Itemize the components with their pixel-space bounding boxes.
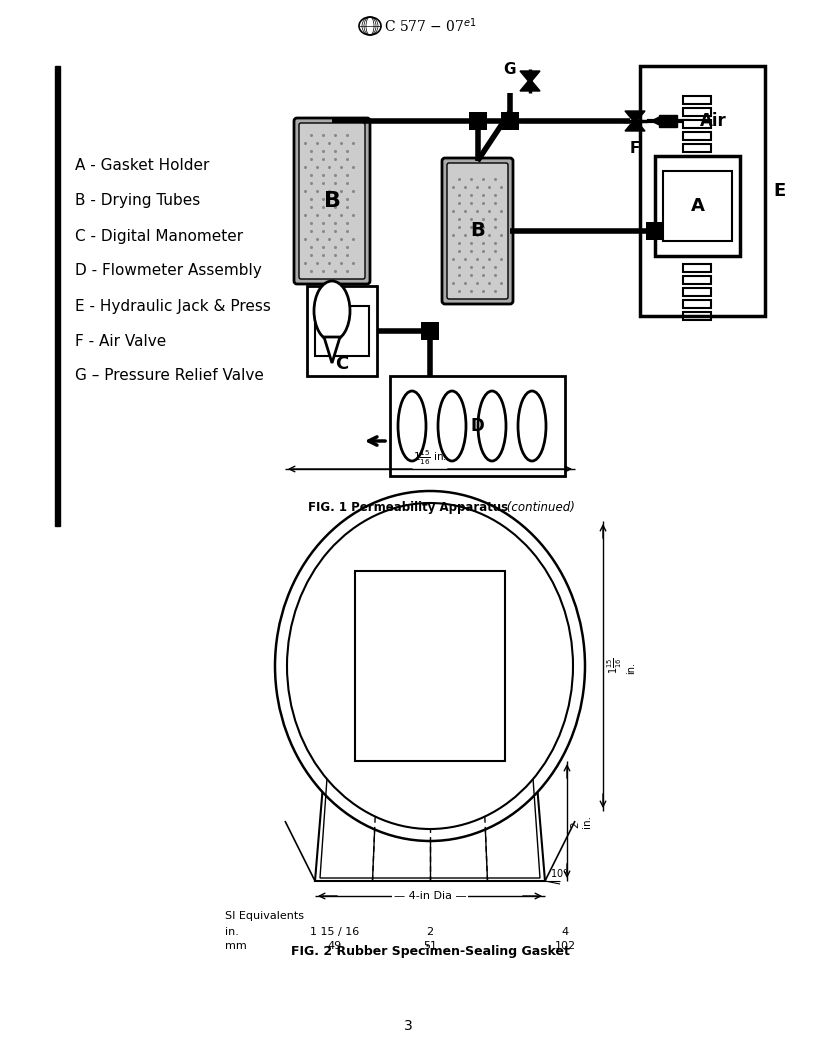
Text: $1\frac{15}{16}$ in.: $1\frac{15}{16}$ in. <box>413 449 447 467</box>
Text: C: C <box>335 355 348 373</box>
Text: in.: in. <box>225 927 239 937</box>
Bar <box>683 108 711 116</box>
Bar <box>663 171 732 241</box>
Text: $1\frac{15}{16}$
in.: $1\frac{15}{16}$ in. <box>606 658 636 675</box>
Bar <box>683 264 711 272</box>
FancyBboxPatch shape <box>294 118 370 284</box>
Ellipse shape <box>275 491 585 841</box>
Text: G – Pressure Relief Valve: G – Pressure Relief Valve <box>75 369 264 383</box>
Bar <box>683 276 711 284</box>
Text: G: G <box>503 61 517 76</box>
Bar <box>683 96 711 103</box>
Bar <box>683 144 711 152</box>
FancyBboxPatch shape <box>447 163 508 299</box>
Text: C - Digital Manometer: C - Digital Manometer <box>75 228 243 244</box>
Polygon shape <box>520 79 540 91</box>
Text: 49: 49 <box>328 941 342 951</box>
Bar <box>307 286 377 376</box>
Text: FIG. 1 Permeability Apparatus: FIG. 1 Permeability Apparatus <box>308 502 508 514</box>
Text: 1 15 / 16: 1 15 / 16 <box>310 927 360 937</box>
Text: Air: Air <box>700 112 727 130</box>
Bar <box>55 65 60 526</box>
Text: C 577 $-$ 07$^{e1}$: C 577 $-$ 07$^{e1}$ <box>384 17 477 35</box>
Bar <box>468 112 486 130</box>
Text: E: E <box>773 182 785 200</box>
Text: 4: 4 <box>561 927 569 937</box>
Text: 3: 3 <box>404 1019 412 1033</box>
Text: — 4-in Dia —: — 4-in Dia — <box>393 891 466 901</box>
Ellipse shape <box>359 17 381 35</box>
Bar <box>659 115 677 127</box>
Bar <box>355 571 505 761</box>
Bar <box>683 312 711 320</box>
Polygon shape <box>324 337 340 363</box>
Text: D - Flowmeter Assembly: D - Flowmeter Assembly <box>75 264 262 279</box>
Text: A - Gasket Holder: A - Gasket Holder <box>75 158 210 173</box>
Text: FIG. 2 Rubber Specimen-Sealing Gasket: FIG. 2 Rubber Specimen-Sealing Gasket <box>290 944 570 958</box>
Text: (continued): (continued) <box>503 502 575 514</box>
Bar <box>655 156 740 256</box>
Text: B: B <box>470 222 485 241</box>
Bar <box>683 120 711 128</box>
Bar <box>390 376 565 476</box>
FancyBboxPatch shape <box>299 122 365 279</box>
Bar <box>683 288 711 296</box>
Text: F - Air Valve: F - Air Valve <box>75 334 166 348</box>
Text: 2: 2 <box>427 927 433 937</box>
Text: B - Drying Tubes: B - Drying Tubes <box>75 193 200 208</box>
FancyBboxPatch shape <box>442 158 513 304</box>
Text: F: F <box>630 142 641 156</box>
Bar <box>501 112 519 130</box>
Ellipse shape <box>287 503 573 829</box>
Polygon shape <box>625 119 645 131</box>
Text: 51: 51 <box>423 941 437 951</box>
Polygon shape <box>315 761 545 881</box>
Polygon shape <box>625 111 645 122</box>
Text: E - Hydraulic Jack & Press: E - Hydraulic Jack & Press <box>75 299 271 314</box>
Text: B: B <box>323 191 340 211</box>
Text: 2
in.: 2 in. <box>570 814 592 828</box>
Text: D: D <box>471 417 485 435</box>
Text: 102: 102 <box>554 941 575 951</box>
Bar <box>646 222 664 240</box>
Text: mm: mm <box>225 941 246 951</box>
Bar <box>640 65 765 316</box>
Text: $10°$: $10°$ <box>550 867 568 879</box>
Ellipse shape <box>314 281 350 341</box>
Bar <box>421 322 439 340</box>
Text: SI Equivalents: SI Equivalents <box>225 911 304 921</box>
Bar <box>683 132 711 140</box>
Bar <box>315 306 369 356</box>
Bar <box>683 300 711 308</box>
Text: A: A <box>690 197 704 215</box>
Polygon shape <box>520 71 540 83</box>
